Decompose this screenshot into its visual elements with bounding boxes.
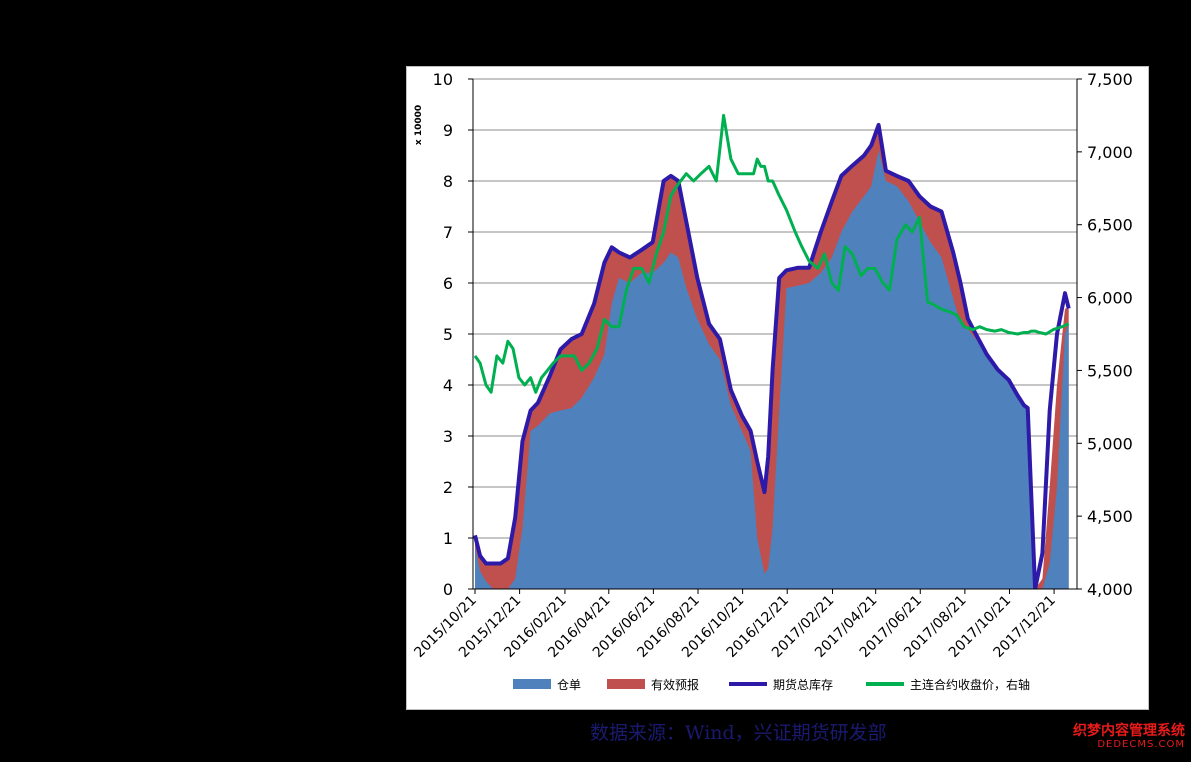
legend-label: 主连合约收盘价，右轴 bbox=[910, 677, 1030, 692]
chart-svg: 0 1 2 3 4 5 6 7 8 9 10 4,000 4,500 5,000 5,500 6,000 6,5… bbox=[411, 70, 1133, 692]
y-right-tick-label: 7,000 bbox=[1087, 143, 1133, 162]
y-right-tick-label: 4,500 bbox=[1087, 507, 1133, 526]
y-left-tick-label: 5 bbox=[443, 325, 453, 344]
y-left-tick-label: 7 bbox=[443, 223, 453, 242]
chart-frame: 0 1 2 3 4 5 6 7 8 9 10 4,000 4,500 5,000 5,500 6,000 6,5… bbox=[406, 66, 1149, 710]
y-left-tick-label: 6 bbox=[443, 274, 453, 293]
line-inventory bbox=[473, 122, 1071, 589]
y-right-tick-label: 6,000 bbox=[1087, 289, 1133, 308]
y-right-tick-label: 5,000 bbox=[1087, 434, 1133, 453]
watermark-line1: 织梦内容管理系统 bbox=[1073, 723, 1185, 739]
y-left-tick-label: 4 bbox=[443, 376, 453, 395]
y-multiplier-label: x 10000 bbox=[414, 105, 424, 145]
area-warrant bbox=[475, 150, 1069, 589]
line-price bbox=[473, 113, 1070, 394]
y-right-tick-label: 4,000 bbox=[1087, 580, 1133, 599]
plot-series bbox=[473, 113, 1071, 589]
y-right-tick-label: 5,500 bbox=[1087, 361, 1133, 380]
legend-swatch bbox=[607, 679, 645, 689]
y-left-tick-label: 1 bbox=[443, 529, 453, 548]
y-right-tick-label: 6,500 bbox=[1087, 216, 1133, 235]
watermark-line2: DEDECMS.COM bbox=[1097, 739, 1185, 751]
y-left-tick-label: 9 bbox=[443, 121, 453, 140]
source-note: 数据来源：Wind，兴证期货研发部 bbox=[590, 722, 887, 744]
legend-label: 期货总库存 bbox=[773, 677, 833, 692]
watermark: 织梦内容管理系统 DEDECMS.COM bbox=[1073, 723, 1185, 751]
legend-label: 仓单 bbox=[557, 678, 581, 692]
legend-swatch bbox=[513, 679, 551, 689]
y-left-tick-label: 3 bbox=[443, 427, 453, 446]
y-right-tick-label: 7,500 bbox=[1087, 70, 1133, 89]
y-left-tick-label: 0 bbox=[443, 580, 453, 599]
legend-label: 有效预报 bbox=[651, 677, 699, 692]
y-left-tick-label: 10 bbox=[433, 70, 453, 89]
y-left-tick-label: 2 bbox=[443, 478, 453, 497]
y-left-tick-label: 8 bbox=[443, 172, 453, 191]
